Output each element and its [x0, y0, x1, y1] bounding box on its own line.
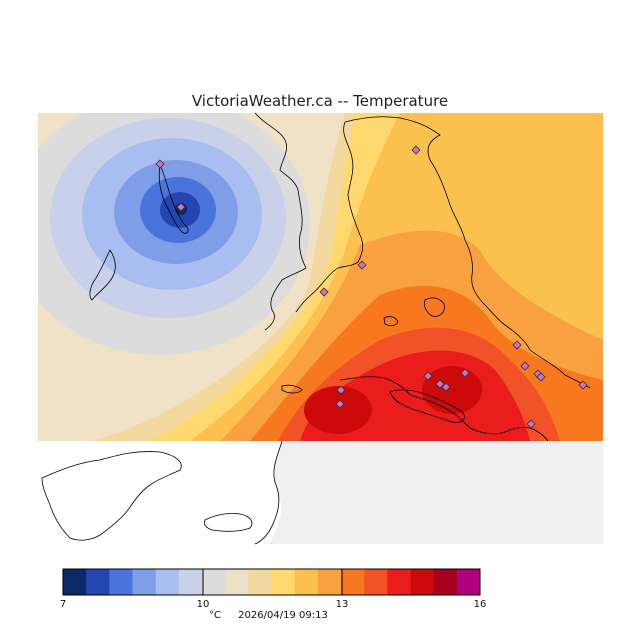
land-areas	[38, 440, 283, 545]
map-title: VictoriaWeather.ca -- Temperature	[192, 92, 448, 110]
station-marker	[411, 145, 421, 155]
colorbar-swatch	[132, 569, 157, 595]
timestamp: 2026/04/19 09:13	[238, 610, 328, 621]
colorbar-tick-label: 13	[336, 599, 349, 610]
station-marker	[526, 419, 536, 429]
station-marker	[512, 340, 522, 350]
station-marker	[435, 379, 445, 389]
colorbar-swatch	[155, 569, 180, 595]
colorbar-swatch	[86, 569, 110, 595]
station-marker	[423, 371, 433, 381]
station-marker	[335, 399, 345, 409]
colorbar-swatch	[341, 569, 365, 595]
colorbar-swatch	[294, 569, 319, 595]
station-marker	[441, 382, 451, 392]
colorbar-unit: °C	[209, 610, 221, 621]
colorbar-tick-label: 7	[60, 599, 66, 610]
colorbar-swatch	[271, 569, 296, 595]
colorbar-swatch	[456, 569, 481, 595]
colorbar-swatch	[410, 569, 435, 595]
colorbar-tick-label: 16	[474, 599, 487, 610]
station-marker	[536, 372, 546, 382]
colorbar-swatch	[63, 569, 87, 595]
colorbar-swatch	[317, 569, 342, 595]
station-marker	[460, 368, 470, 378]
colorbar	[63, 569, 481, 595]
colorbar-frame	[62, 568, 481, 596]
colorbar-swatch	[433, 569, 458, 595]
colorbar-swatch	[109, 569, 133, 595]
colorbar-swatch	[225, 569, 249, 595]
station-marker	[176, 202, 186, 212]
station-markers	[155, 145, 588, 429]
colorbar-swatch	[387, 569, 411, 595]
temperature-contours	[38, 113, 603, 441]
station-marker	[520, 361, 530, 371]
colorbar-tick-label: 10	[197, 599, 210, 610]
station-marker	[336, 385, 346, 395]
station-marker	[319, 287, 329, 297]
station-marker	[578, 380, 588, 390]
coastlines	[89, 112, 591, 442]
colorbar-swatch	[178, 569, 203, 595]
colorbar-swatch	[248, 569, 272, 595]
colorbar-swatch	[202, 569, 226, 595]
station-marker	[357, 260, 367, 270]
station-marker	[155, 159, 165, 169]
colorbar-swatch	[364, 569, 388, 595]
